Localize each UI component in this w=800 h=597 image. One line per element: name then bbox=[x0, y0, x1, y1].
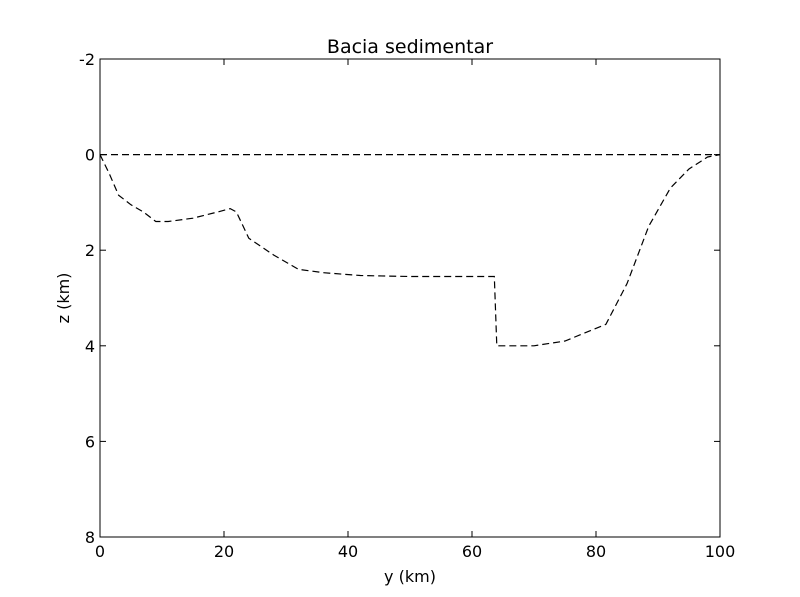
x-tick-label: 80 bbox=[586, 542, 606, 561]
x-axis-label: y (km) bbox=[384, 567, 436, 586]
y-tick-label: 6 bbox=[85, 432, 95, 451]
x-tick-label: 20 bbox=[214, 542, 234, 561]
x-tick-label: 100 bbox=[705, 542, 736, 561]
y-axis-label: z (km) bbox=[54, 273, 73, 324]
plot-frame bbox=[99, 58, 721, 538]
y-tick-label: 0 bbox=[85, 146, 95, 165]
y-tick-label: 4 bbox=[85, 337, 95, 356]
x-tick-label: 40 bbox=[338, 542, 358, 561]
y-tick-label: -2 bbox=[79, 50, 95, 69]
x-tick-label: 0 bbox=[95, 542, 105, 561]
plot-area: 0 20 40 60 80 100 -2 0 2 4 6 8 bbox=[79, 50, 735, 561]
series-line-1 bbox=[99, 154, 721, 347]
y-tick-label: 2 bbox=[85, 241, 95, 260]
y-tick-label: 8 bbox=[85, 528, 95, 547]
x-tick-label: 60 bbox=[462, 542, 482, 561]
chart-title: Bacia sedimentar bbox=[327, 36, 493, 58]
